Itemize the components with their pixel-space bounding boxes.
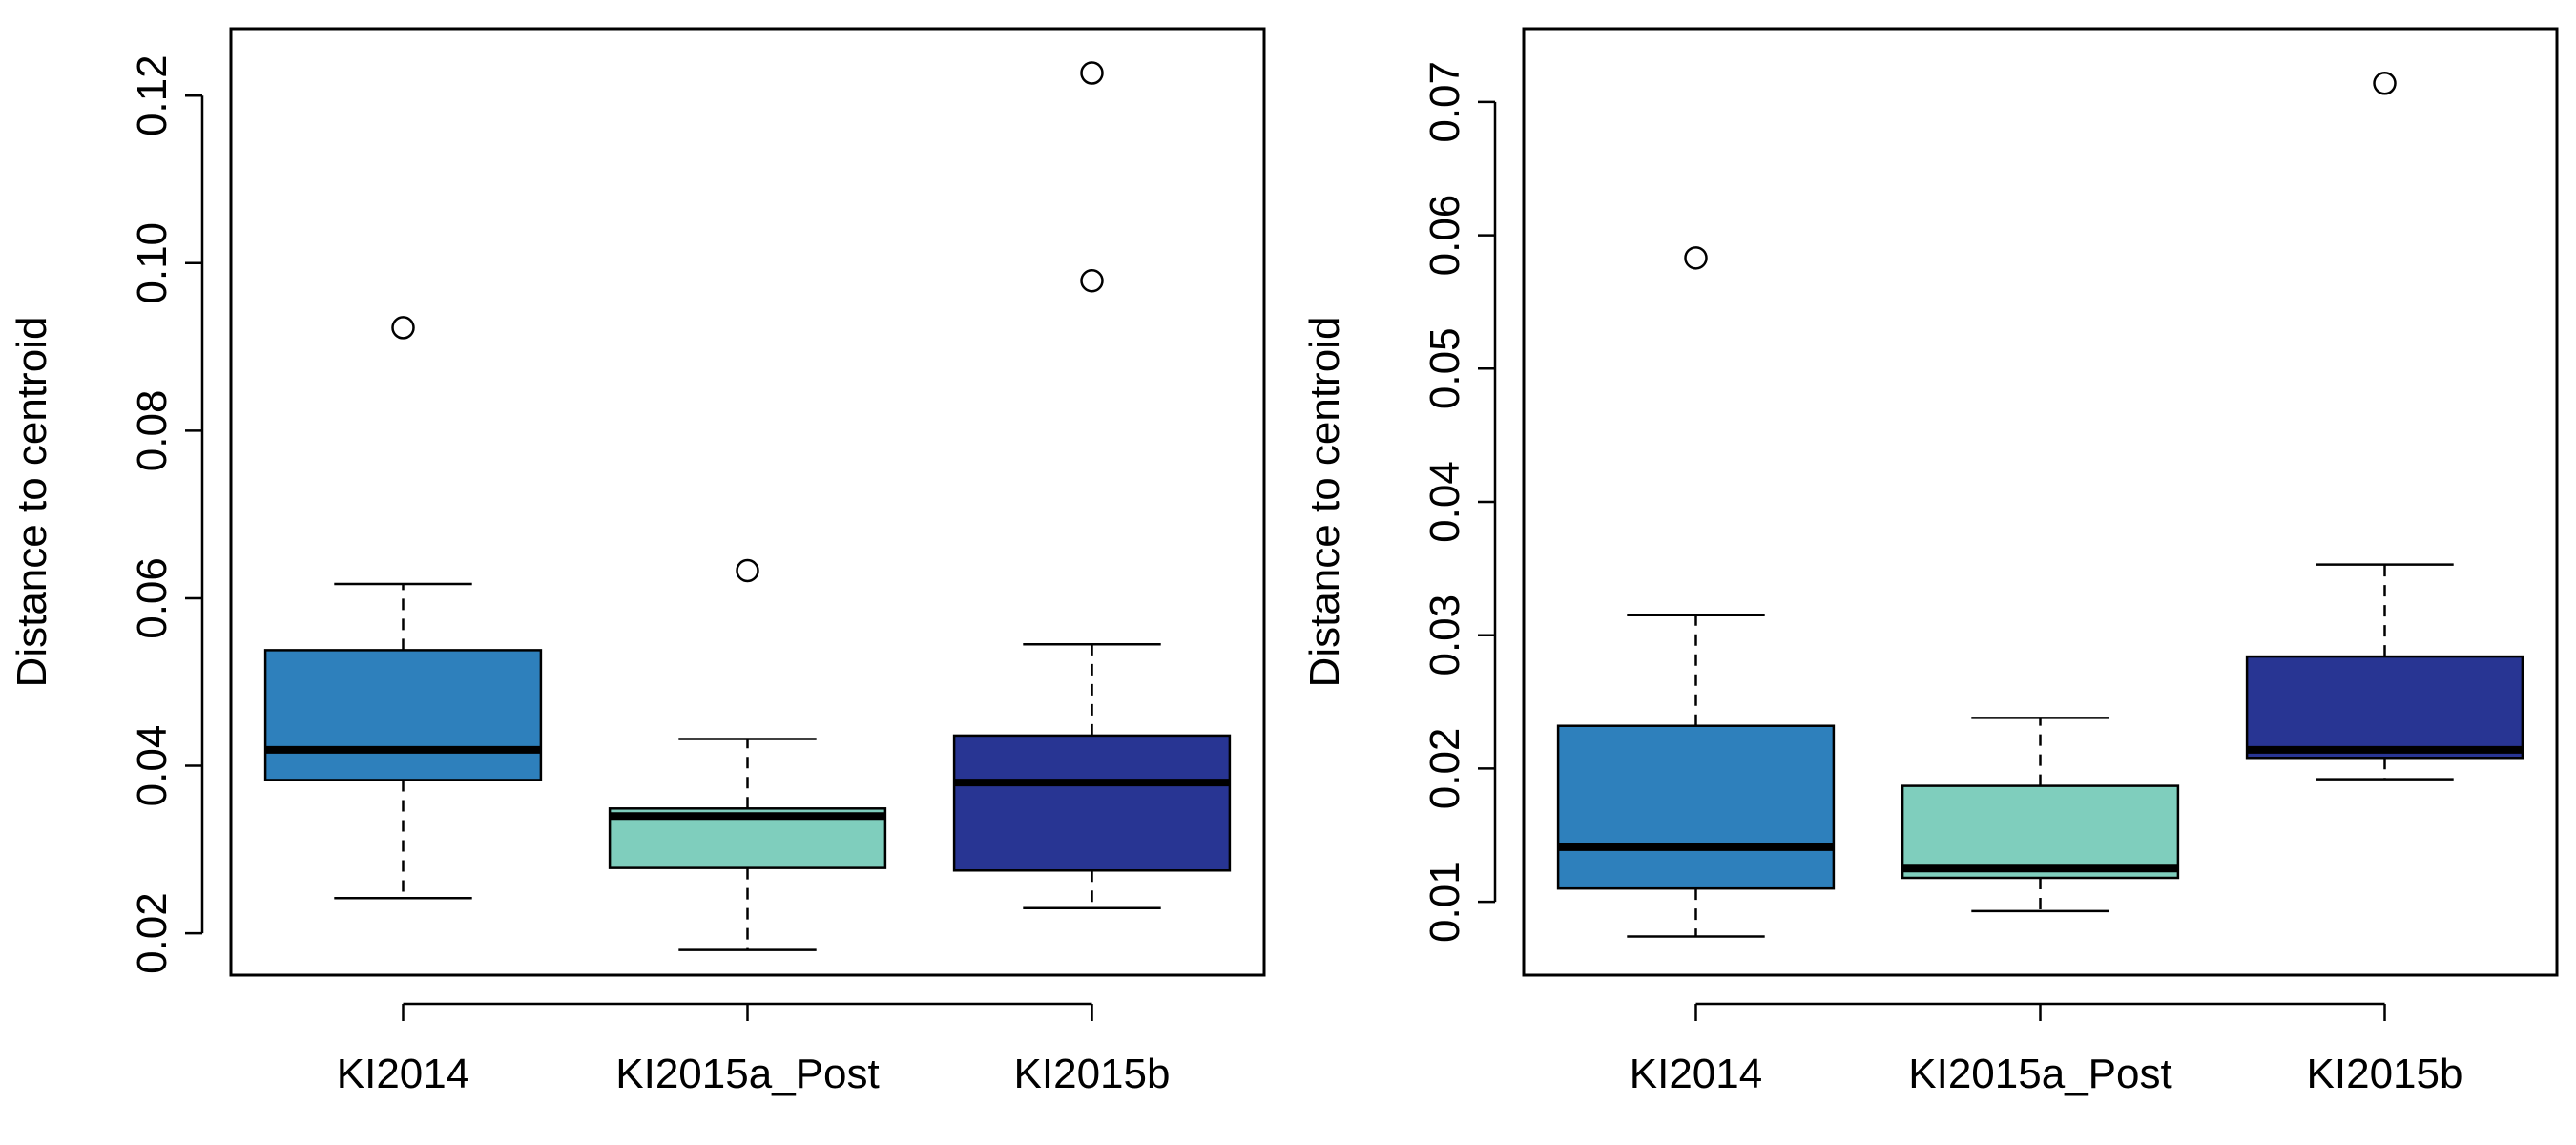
y-tick-label: 0.08 [129,390,176,472]
box-ki2015b [2245,72,2524,781]
y-tick-label: 0.03 [1422,594,1468,677]
iqr-box [952,734,1232,872]
plot-frame [229,27,1266,977]
box-ki2014 [263,316,543,900]
plot-frame [1522,27,2559,977]
box-ki2015a-post [1901,717,2180,913]
x-tick-label: KI2014 [337,1051,469,1097]
outlier-point [736,558,759,583]
x-tick-label: KI2014 [1630,1051,1762,1097]
x-tick-label: KI2015a_Post [615,1051,879,1097]
x-tick-label: KI2015a_Post [1908,1051,2171,1097]
right-boxplot-panel: 0.01 0.02 0.03 0.04 0.05 0.06 0.07 Distance to … [1301,27,2559,1097]
x-tick-label: KI2015b [2307,1051,2463,1097]
y-tick-label: 0.06 [1422,195,1468,277]
y-tick-label: 0.02 [129,892,176,974]
y-tick-label: 0.05 [1422,327,1468,409]
y-tick-label: 0.04 [129,725,176,807]
outlier-point [1080,268,1104,293]
box-ki2015b [952,61,1232,910]
iqr-box [2245,655,2524,760]
y-tick-label: 0.12 [129,54,176,136]
outlier-point [1080,61,1104,85]
y-tick-label: 0.10 [129,222,176,304]
box-ki2015a-post [608,558,887,951]
y-axis-label: Distance to centroid [1301,317,1348,688]
y-tick-label: 0.02 [1422,728,1468,810]
iqr-box [263,649,543,781]
iqr-box [1556,724,1836,890]
iqr-box [1901,784,2180,880]
outlier-point [2373,72,2397,95]
left-boxplot-panel: 0.02 0.04 0.06 0.08 0.10 0.12 Distance to cent… [9,27,1266,1097]
y-tick-label: 0.07 [1422,61,1468,143]
outlier-point [391,316,415,340]
y-tick-label: 0.06 [129,557,176,639]
y-tick-label: 0.01 [1422,861,1468,943]
y-axis-label: Distance to centroid [9,317,55,688]
x-tick-label: KI2015b [1014,1051,1171,1097]
y-tick-label: 0.04 [1422,461,1468,543]
outlier-point [1684,246,1708,270]
box-ki2014 [1556,246,1836,938]
